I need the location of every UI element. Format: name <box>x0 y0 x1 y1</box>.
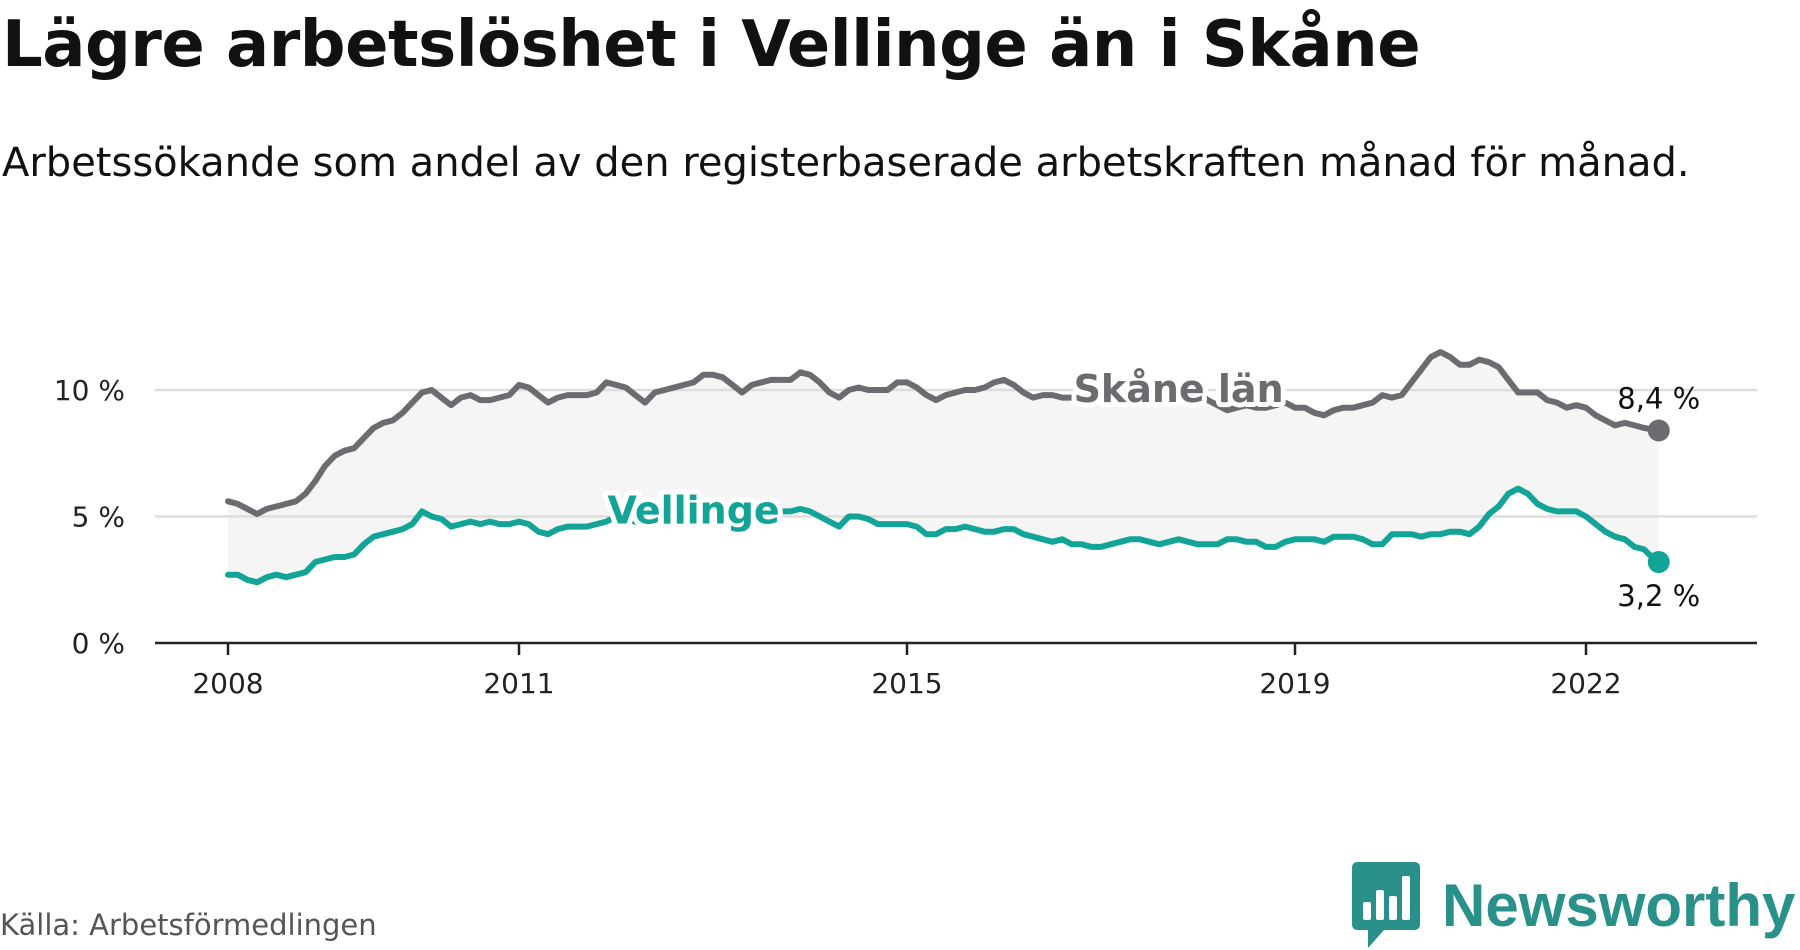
x-tick-label: 2019 <box>1259 667 1330 700</box>
chart-title: Lägre arbetslöshet i Vellinge än i Skåne <box>2 8 1421 82</box>
series-label-halo: Skåne län <box>1074 367 1284 411</box>
series-line-skane <box>225 349 1662 517</box>
series-lines: 8,4 % 3,2 % <box>225 349 1700 613</box>
y-tick-label: 0 % <box>72 627 125 660</box>
series-line-vellinge <box>225 485 1662 586</box>
x-tick-label: 2015 <box>871 667 942 700</box>
x-axis-ticks: 2008 2011 2015 2019 2022 <box>192 643 1622 700</box>
series-end-marker <box>1647 419 1670 442</box>
source-note: Källa: Arbetsförmedlingen <box>0 908 377 942</box>
line-chart: 0 % 5 % 10 % 2008 2011 2015 2019 2022 8,4 % 3,2… <box>54 349 1757 700</box>
series-end-label: 8,4 % <box>1617 381 1700 415</box>
brand-name: Newsworthy <box>1442 871 1796 939</box>
series-label: Vellinge <box>607 488 779 532</box>
series-gap-band <box>228 352 1659 583</box>
x-tick-label: 2022 <box>1550 667 1621 700</box>
x-tick-label: 2008 <box>192 667 263 700</box>
y-axis-tick-labels: 0 % 5 % 10 % <box>54 374 125 660</box>
brand-logo[interactable]: Newsworthy <box>1350 860 1795 950</box>
y-tick-label: 5 % <box>72 501 125 534</box>
series-label: Skåne län <box>1074 367 1284 411</box>
x-tick-label: 2011 <box>483 667 554 700</box>
series-label-halo: Vellinge <box>607 488 779 532</box>
newsworthy-chart-bubble-icon <box>1352 862 1420 948</box>
series-end-marker <box>1647 551 1670 574</box>
series-end-label: 3,2 % <box>1617 579 1700 613</box>
chart-subtitle: Arbetssökande som andel av den registerb… <box>2 140 1690 186</box>
y-tick-label: 10 % <box>54 374 125 407</box>
